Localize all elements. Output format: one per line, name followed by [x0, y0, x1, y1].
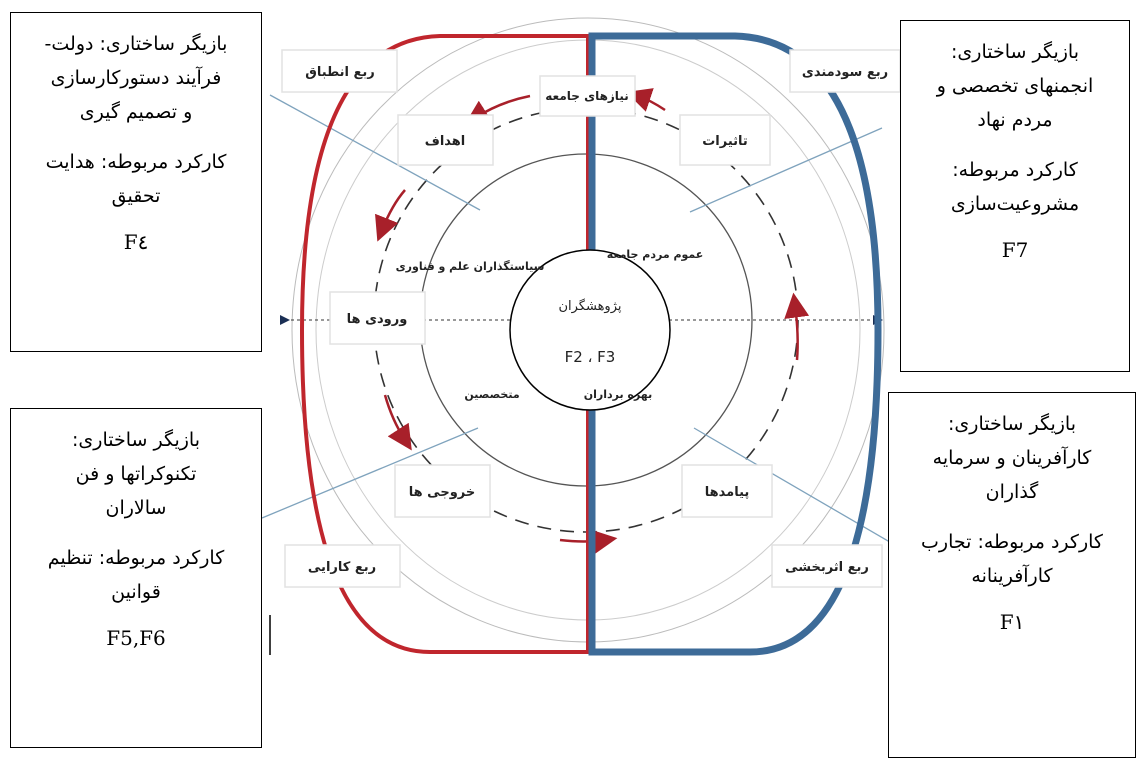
stage-label: خروجی ها	[409, 485, 475, 500]
actor-box: بازیگر ساختاری: تکنوکراتها و فن سالاران کار…	[10, 408, 262, 748]
actor-line: سالاران	[105, 497, 167, 519]
actor-box: بازیگر ساختاری: دولت- فرآیند دستورکارسازی…	[10, 12, 262, 352]
function-line: تحقیق	[111, 185, 161, 207]
code-label: F7	[1001, 238, 1029, 262]
code-label: F5,F6	[106, 626, 166, 650]
center-label: پژوهشگران	[558, 298, 621, 314]
actor-line: بازیگر ساختاری: دولت-	[44, 33, 228, 55]
spacer	[11, 129, 261, 145]
actor-box: بازیگر ساختاری: کارآفرینان و سرمایه گذاران…	[888, 392, 1136, 758]
stage-label: نیازهای جامعه	[545, 89, 628, 103]
function-line: قوانین	[111, 581, 161, 603]
function-line: کارکرد مربوطه:	[952, 159, 1078, 181]
actor-line: گذاران	[985, 481, 1039, 503]
function-line: کارکرد مربوطه: تنظیم	[47, 547, 225, 569]
function-line: کارکرد مربوطه: تجارب	[921, 531, 1103, 553]
stage-label: ورودی ها	[347, 312, 408, 327]
quadrant-label: ربع اثربخشی	[785, 560, 869, 575]
function-line: کارکرد مربوطه: هدایت	[45, 151, 227, 173]
actor-line: و تصمیم گیری	[79, 101, 193, 123]
stage-label: اهداف	[425, 134, 466, 149]
spacer	[901, 137, 1129, 153]
actor-line: تکنوکراتها و فن	[75, 463, 197, 485]
center-circle	[509, 249, 671, 411]
code-label: F١	[999, 610, 1025, 634]
spacer	[889, 509, 1135, 525]
quadrant-label: ربع سودمندی	[802, 65, 888, 80]
code-label: F٤	[123, 230, 149, 254]
actor-label: متخصصین	[464, 388, 519, 401]
stage-label: پیامدها	[705, 485, 750, 500]
red-arrows	[375, 88, 810, 555]
quadrant-label: ربع کارایی	[308, 560, 376, 575]
actor-line: بازیگر ساختاری:	[72, 429, 200, 451]
spacer	[11, 525, 261, 541]
actor-box: بازیگر ساختاری: انجمنهای تخصصی و مردم نهاد…	[900, 20, 1130, 372]
center-codes: F2 ، F3	[565, 348, 616, 366]
actor-line: مردم نهاد	[977, 109, 1053, 131]
function-line: مشروعیت‌سازی	[950, 193, 1080, 215]
label-boxes	[281, 49, 901, 588]
actor-label: سیاستگذاران علم و فناوری	[396, 260, 545, 273]
actor-line: انجمنهای تخصصی و	[936, 75, 1094, 97]
connector-lines	[261, 94, 901, 549]
function-line: کارآفرینانه	[971, 565, 1053, 587]
actor-line: کارآفرینان و سرمایه	[932, 447, 1092, 469]
actor-line: بازیگر ساختاری:	[948, 413, 1076, 435]
quadrant-label: ربع انطباق	[305, 65, 375, 80]
actor-line: بازیگر ساختاری:	[951, 41, 1079, 63]
actor-line: فرآیند دستورکارسازی	[50, 67, 222, 89]
actor-label: بهره برداران	[584, 388, 652, 401]
actor-label: عموم مردم جامعه	[607, 248, 704, 261]
stage-label: تاثیرات	[702, 134, 748, 149]
